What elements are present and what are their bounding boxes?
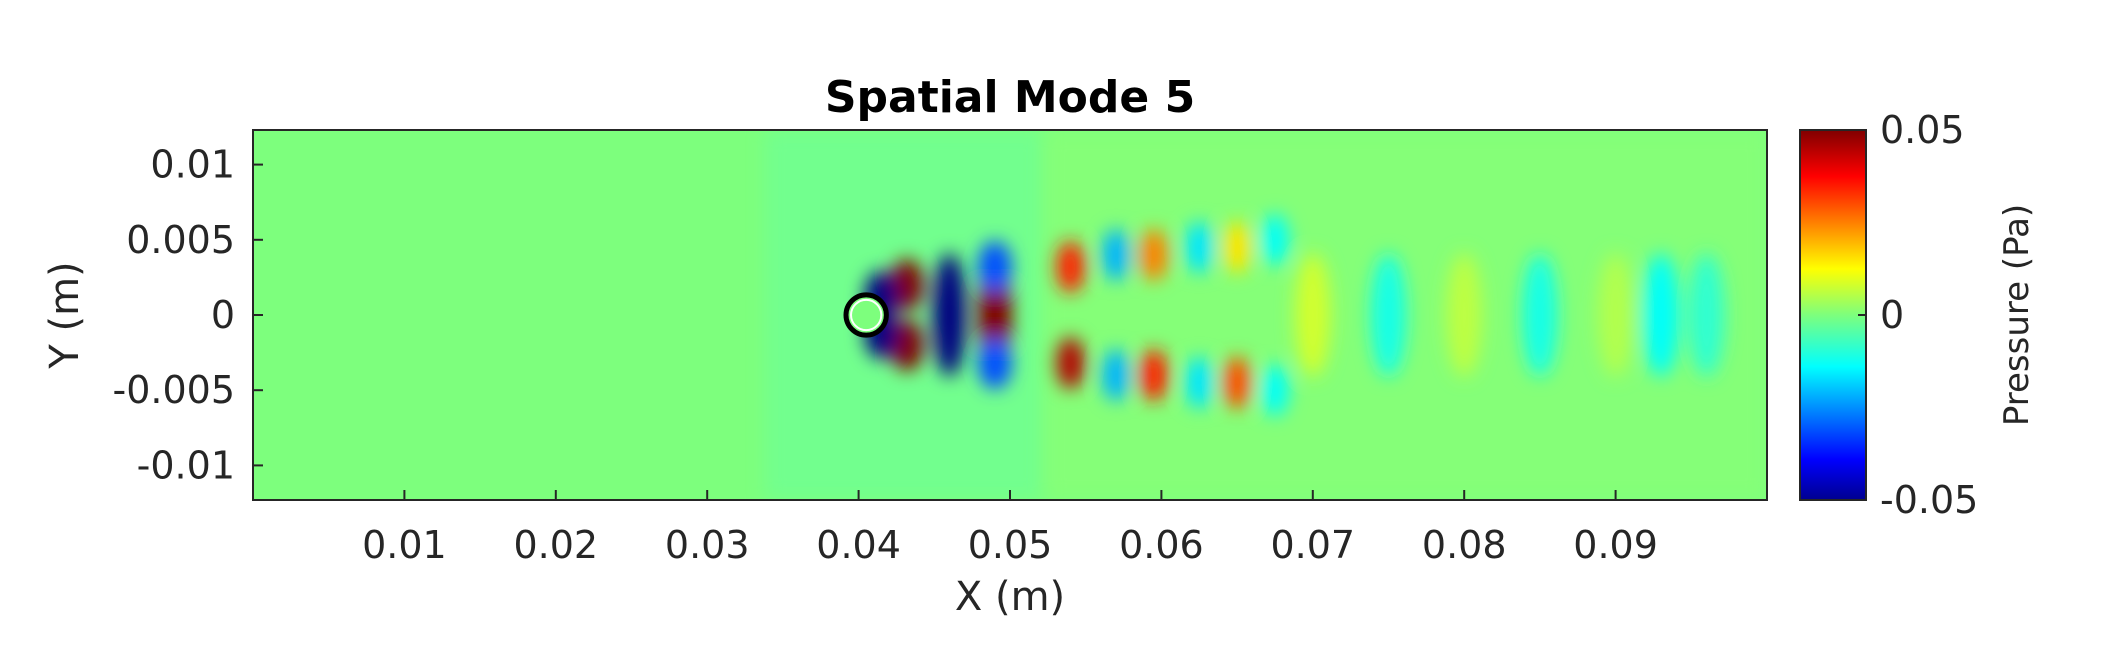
pressure-blob (1370, 253, 1407, 377)
pressure-blob (977, 337, 1012, 390)
x-tick-label: 0.02 (513, 523, 598, 567)
pressure-blob (1139, 228, 1168, 281)
colorbar-tick-label: 0 (1880, 293, 1904, 337)
pressure-blob (977, 240, 1012, 293)
pressure-blob (1294, 253, 1331, 377)
x-axis-ticks: 0.01 0.02 0.03 0.04 0.05 0.06 0.07 0.08 0.09 (362, 490, 1658, 567)
pressure-blob (1643, 253, 1680, 377)
plot-area (252, 129, 1768, 501)
pressure-blob (1223, 221, 1252, 274)
pressure-blob (1260, 213, 1289, 266)
y-tick-label: 0 (211, 293, 235, 337)
pressure-blob (1101, 228, 1130, 281)
colorbar-ticks: 0.05 0 -0.05 (1858, 108, 1978, 522)
pressure-blob (1260, 364, 1289, 417)
x-tick-label: 0.07 (1270, 523, 1355, 567)
x-tick-label: 0.09 (1573, 523, 1658, 567)
chart-title: Spatial Mode 5 (825, 72, 1195, 123)
y-axis-label: Y (m) (42, 261, 88, 369)
pressure-blob (1056, 240, 1085, 293)
pressure-blob (890, 319, 925, 372)
y-tick-label: 0.01 (150, 143, 235, 187)
x-tick-label: 0.05 (968, 523, 1053, 567)
pressure-blob (890, 258, 925, 311)
x-tick-label: 0.06 (1119, 523, 1204, 567)
x-tick-label: 0.04 (816, 523, 901, 567)
cylinder-highlight (850, 298, 883, 332)
cylinder-outline (843, 292, 889, 338)
y-tick-label: -0.005 (113, 368, 236, 412)
colorbar: 0.05 0 -0.05 Pressure (Pa) (1799, 108, 2037, 522)
colorbar-label: Pressure (Pa) (1997, 204, 2037, 426)
pressure-blob (1056, 337, 1085, 390)
pressure-blob (1446, 253, 1483, 377)
y-tick-label: 0.005 (126, 218, 235, 262)
x-tick-label: 0.08 (1422, 523, 1507, 567)
x-axis-label: X (m) (955, 574, 1065, 620)
pressure-blob (1139, 349, 1168, 402)
pressure-blob (1185, 221, 1214, 274)
pressure-blob (932, 253, 967, 377)
pressure-field (765, 130, 1767, 500)
x-tick-label: 0.01 (362, 523, 447, 567)
pressure-blob (1521, 253, 1558, 377)
pressure-blob (1597, 253, 1634, 377)
pressure-blob (1185, 356, 1214, 409)
pressure-blob (1223, 356, 1252, 409)
pressure-blob (1101, 349, 1130, 402)
colorbar-gradient (1799, 129, 1867, 501)
x-tick-label: 0.03 (665, 523, 750, 567)
y-tick-label: -0.01 (137, 443, 235, 487)
pressure-blob (1688, 253, 1725, 377)
y-axis-ticks: 0.01 0.005 0 -0.005 -0.01 (113, 143, 263, 487)
colorbar-tick-label: -0.05 (1880, 478, 1978, 522)
colorbar-tick-label: 0.05 (1880, 108, 1965, 152)
